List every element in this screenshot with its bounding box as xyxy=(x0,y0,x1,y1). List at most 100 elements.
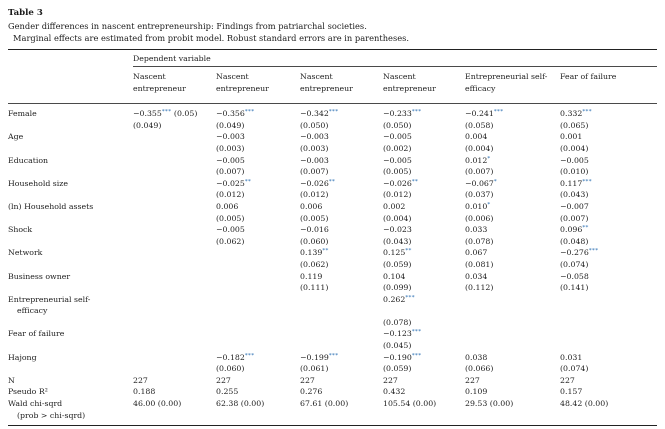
table-cell: 0.139** (0.062) xyxy=(300,248,329,269)
table-cell xyxy=(216,247,300,270)
table-row: Shock −0.005 (0.062) −0.016 (0.060) −0.023 (0.… xyxy=(8,224,657,247)
table-cell: −0.003 (0.003) xyxy=(216,132,245,153)
table-cell xyxy=(216,328,300,351)
table-cell: 0.038 (0.066) xyxy=(465,352,494,374)
table-note: Marginal effects are estimated from prob… xyxy=(13,33,410,43)
table-cell: −0.182*** (0.060) xyxy=(216,352,255,374)
table-cell xyxy=(560,328,657,351)
table-row: Wald chi-sqrd (prob > chi-sqrd) 46.00 (0.0… xyxy=(8,398,657,426)
table-cell: 0.033 (0.078) xyxy=(465,225,494,246)
table-label: Table 3 xyxy=(8,8,43,18)
table-cell: −0.355*** (0.05) (0.049) xyxy=(133,109,198,130)
column-header-row: Nascent entrepreneur Nascent entrepreneur Na… xyxy=(8,66,658,105)
table-cell: 227 xyxy=(383,375,398,385)
table-cell: −0.005 (0.007) xyxy=(216,155,245,177)
row-label: Age xyxy=(8,132,24,142)
table-row: Fear of failure −0.123*** (0.045) xyxy=(8,328,657,351)
table-cell: −0.241*** (0.058) xyxy=(465,109,504,130)
empty-header-cell xyxy=(8,66,133,105)
table-cell xyxy=(133,294,216,329)
table-cell: −0.026** (0.012) xyxy=(300,178,336,200)
row-label: Hajong xyxy=(8,352,37,362)
row-label: Female xyxy=(8,109,37,119)
table-cell: 227 xyxy=(216,375,231,385)
table-cell xyxy=(133,178,216,201)
table-cell: 0.006 (0.005) xyxy=(300,201,329,223)
table-cell: 0.125** (0.059) xyxy=(383,248,412,269)
table-cell xyxy=(216,294,300,329)
table-cell: 105.54 (0.00) xyxy=(383,399,437,409)
column-header: Nascent entrepreneur xyxy=(216,66,300,105)
table-cell xyxy=(133,352,216,375)
row-label: Fear of failure xyxy=(8,329,65,339)
table-cell: −0.233*** (0.050) xyxy=(383,109,422,130)
table-cell: 0.332*** (0.065) xyxy=(560,109,592,130)
table-cell: 0.432 xyxy=(383,387,406,397)
table-cell: −0.005 (0.002) xyxy=(383,132,412,153)
table-cell: 0.276 xyxy=(300,387,323,397)
table-cell xyxy=(216,271,300,294)
table-cell xyxy=(300,328,383,351)
table-cell: 0.034 (0.112) xyxy=(465,271,494,293)
table-cell: −0.123*** (0.045) xyxy=(383,329,422,351)
table-cell: 48.42 (0.00) xyxy=(560,399,609,409)
table-row: Entrepreneurial self-efficacy 0.262*** (0.… xyxy=(8,294,657,329)
table-cell: 227 xyxy=(560,375,575,385)
table-cell: −0.058 (0.141) xyxy=(560,271,589,293)
table-cell: 0.001 (0.004) xyxy=(560,132,589,153)
table-cell: −0.023 (0.043) xyxy=(383,225,412,246)
table-cell: −0.190*** (0.059) xyxy=(383,352,422,374)
row-label: N xyxy=(8,375,15,385)
table-cell: 227 xyxy=(465,375,480,385)
table-cell: 0.004 (0.004) xyxy=(465,132,494,153)
table-cell: 0.104 (0.099) xyxy=(383,271,412,293)
table-cell: 0.119 (0.111) xyxy=(300,271,329,293)
table-cell xyxy=(133,155,216,178)
table-cell: −0.016 (0.060) xyxy=(300,225,329,246)
table-cell xyxy=(133,328,216,351)
row-label: Network xyxy=(8,248,43,258)
table-cell: 0.010* (0.006) xyxy=(465,201,494,223)
table-cell xyxy=(465,294,560,329)
row-label: Shock xyxy=(8,225,33,235)
table-row: Pseudo R² 0.188 0.255 0.276 0.432 0.109 0.157 xyxy=(8,386,657,398)
table-cell xyxy=(560,294,657,329)
column-header: Fear of failure xyxy=(560,66,658,105)
table-cell: 0.012* (0.007) xyxy=(465,155,494,177)
table-cell: 0.067 (0.081) xyxy=(465,248,494,269)
table-cell: −0.276*** (0.074) xyxy=(560,248,599,269)
table-cell xyxy=(133,271,216,294)
table-row: (ln) Household assets 0.006 (0.005) 0.006 (0… xyxy=(8,201,657,224)
table-row: Age −0.003 (0.003) −0.003 (0.003) −0.005 (0.00… xyxy=(8,131,657,154)
row-label: Education xyxy=(8,155,49,165)
table-cell: −0.003 (0.007) xyxy=(300,155,329,177)
table-cell: 227 xyxy=(133,375,148,385)
column-header: Nascent entrepreneur xyxy=(383,66,465,105)
table-cell: −0.005 (0.005) xyxy=(383,155,412,177)
table-cell: −0.003 (0.003) xyxy=(300,132,329,153)
table-cell xyxy=(133,201,216,224)
table-cell: −0.025** (0.012) xyxy=(216,178,252,200)
table-row: Business owner 0.119 (0.111) 0.104 (0.099) 0.… xyxy=(8,271,657,294)
table-row: Female −0.355*** (0.05) (0.049) −0.356*** (0… xyxy=(8,104,657,132)
table-cell: 67.61 (0.00) xyxy=(300,399,349,409)
table-cell xyxy=(133,224,216,247)
table-cell: −0.067* (0.037) xyxy=(465,178,498,200)
table-cell: −0.007 (0.007) xyxy=(560,201,589,223)
table-cell xyxy=(133,131,216,154)
table-row: Network 0.139** (0.062) 0.125** (0.059) 0.067… xyxy=(8,247,657,270)
table-cell: 0.006 (0.005) xyxy=(216,201,245,223)
column-header: Entrepreneurial self-efficacy xyxy=(465,66,560,105)
table-body: Female −0.355*** (0.05) (0.049) −0.356*** (0… xyxy=(8,104,657,426)
table-cell: −0.005 (0.010) xyxy=(560,155,589,177)
table-cell: 0.002 (0.004) xyxy=(383,201,412,223)
table-cell: 0.096** (0.048) xyxy=(560,225,589,246)
dependent-variable-label: Dependent variable xyxy=(133,49,658,67)
table-caption: Gender differences in nascent entreprene… xyxy=(8,21,367,31)
table-cell: −0.005 (0.062) xyxy=(216,225,245,246)
empty-header-cell xyxy=(8,50,133,67)
table-cell: 46.00 (0.00) xyxy=(133,399,182,409)
table-cell: −0.356*** (0.049) xyxy=(216,109,255,130)
table-cell: −0.026** (0.012) xyxy=(383,178,419,200)
